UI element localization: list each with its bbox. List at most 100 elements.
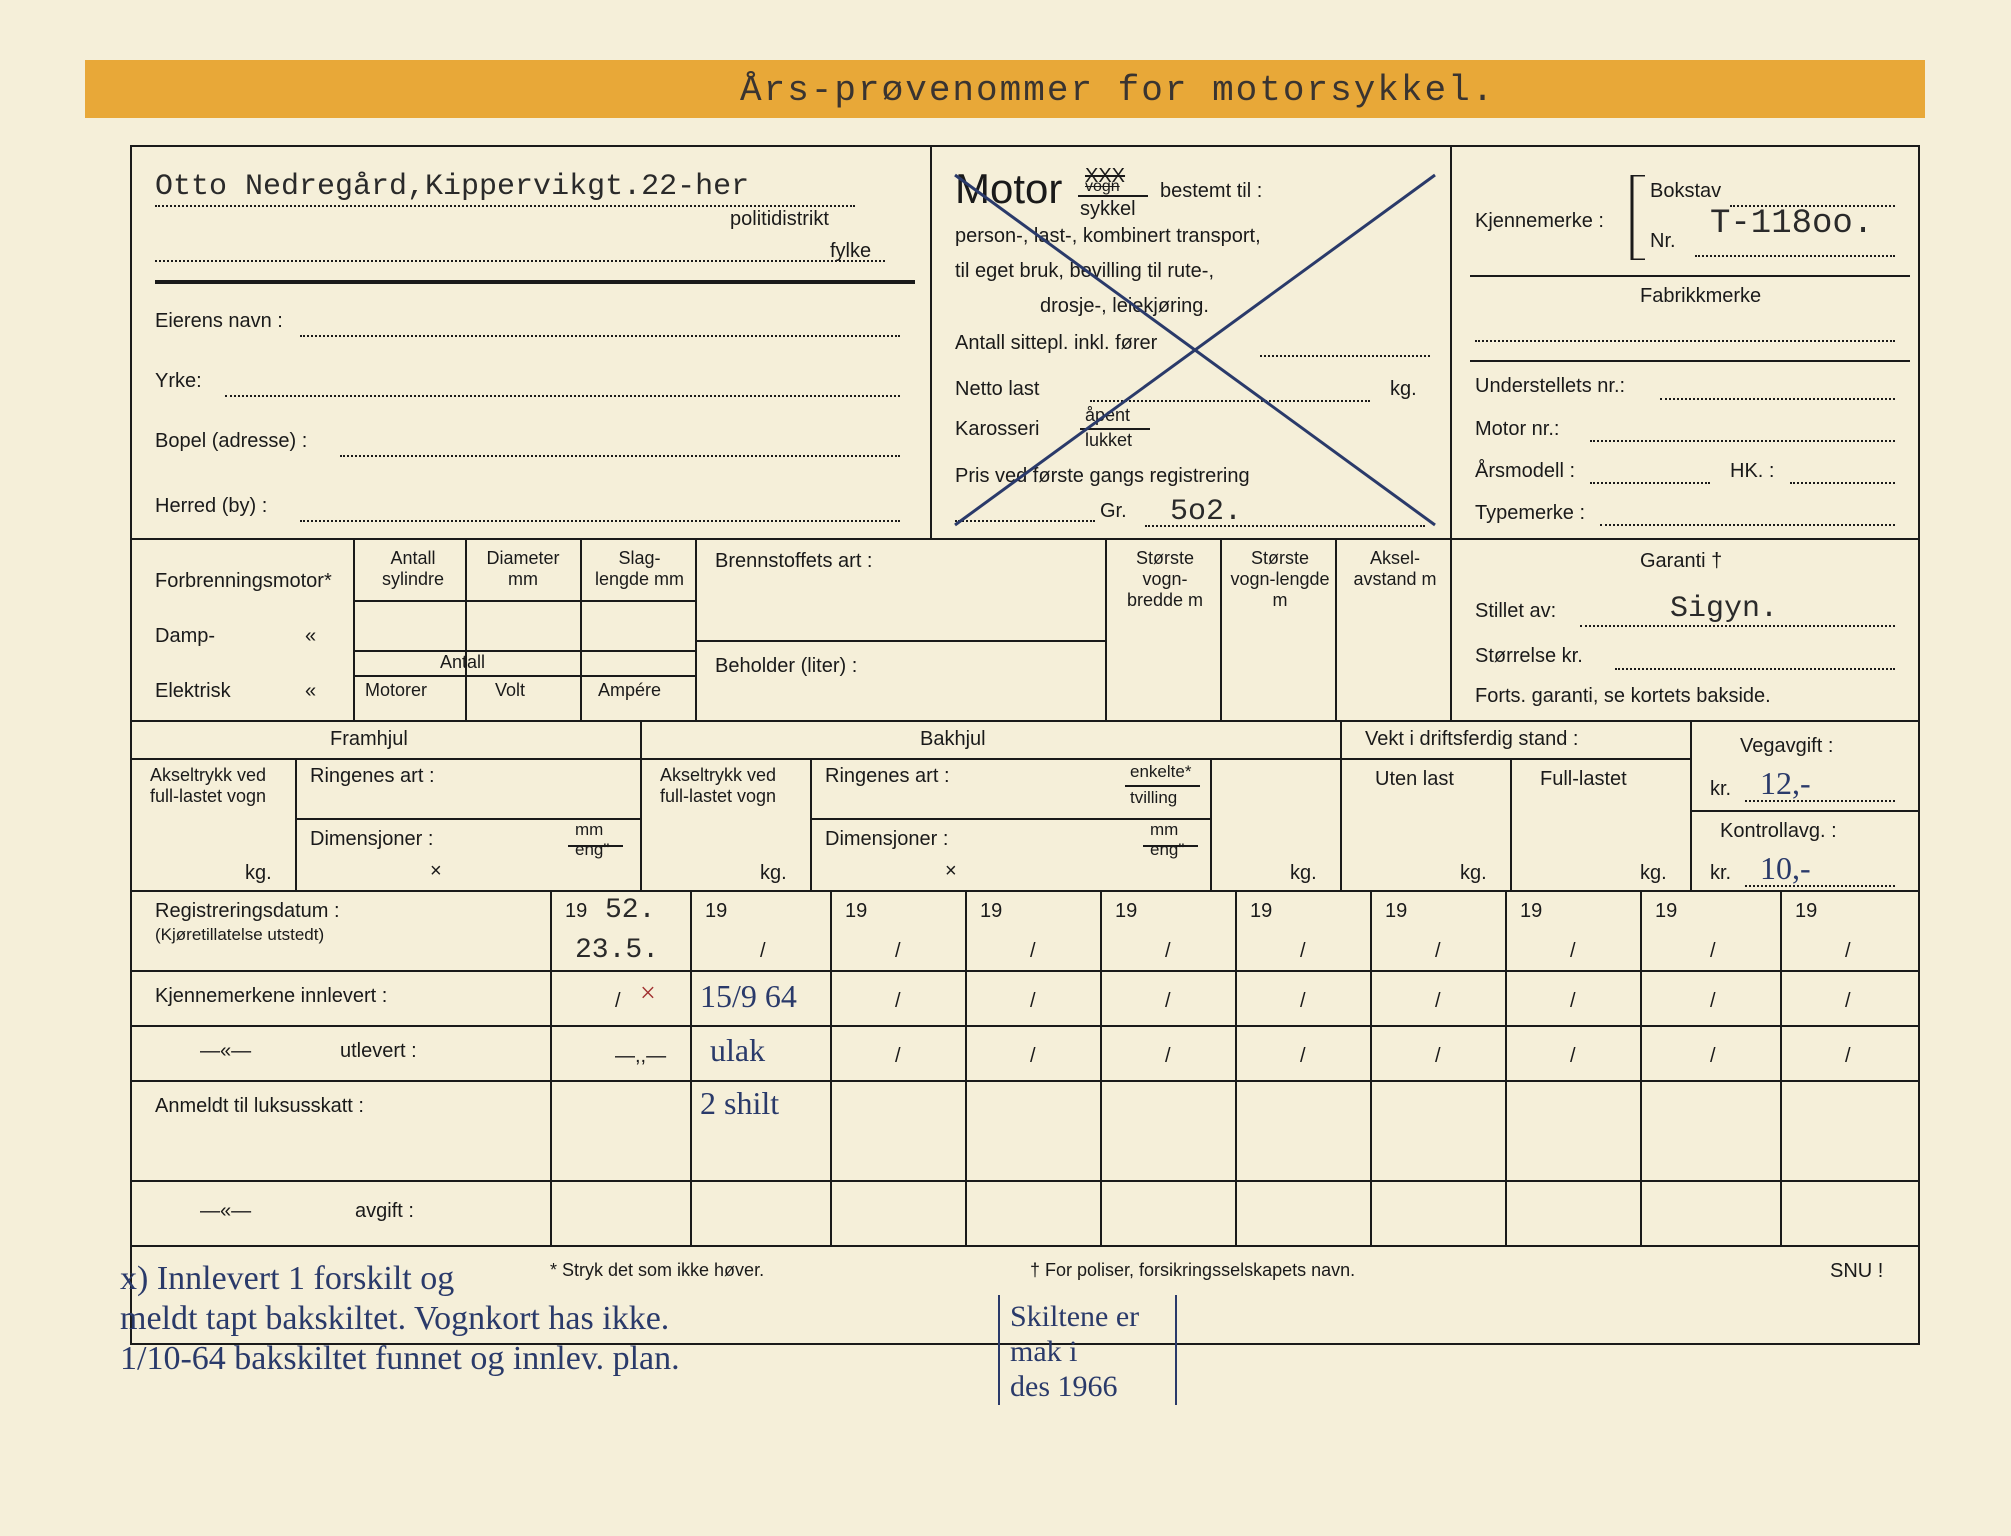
page: Års-prøvenommer for motorsykkel. Otto Ne… [0,0,2011,1536]
s-5: / [1300,940,1306,963]
tvilling-label: tvilling [1130,788,1177,808]
y-6: 19 [1385,900,1407,923]
ringenes-2-label: Ringenes art : [825,765,950,788]
motor-frac-line [1078,195,1148,197]
akseltrykk-2-label: Akseltrykk ved full-lastet vogn [660,765,795,807]
brennstoff-label: Brennstoffets art : [715,550,873,573]
y-3: 19 [980,900,1002,923]
mm-eng-1: mmeng" [575,820,609,860]
hand-footer-3: 1/10-64 bakskiltet funnet og innlev. pla… [120,1340,680,1378]
hand-right-3: des 1966 [1010,1370,1118,1404]
nr-label: Nr. [1650,230,1676,253]
stryk-label: * Stryk det som ikke høver. [550,1260,764,1281]
dotted-under [1660,398,1895,400]
dimensjoner-2-label: Dimensjoner : [825,828,948,851]
hand-right-1: Skiltene er [1010,1300,1139,1334]
reg-h1 [130,970,1920,972]
kj-line-1 [1470,275,1910,277]
hand-vline-l [998,1295,1000,1405]
kontrollavg-val: 10,- [1760,850,1811,887]
netto-last: Netto last [955,378,1039,401]
eierens-navn-label: Eierens navn : [155,310,283,333]
avgift-label: avgift : [355,1200,414,1223]
storste-lengde-label: Største vogn-lengde m [1230,548,1330,611]
reg-h4 [130,1180,1920,1182]
s3-6: / [1435,1045,1441,1068]
dotted-sittepl [1260,355,1430,357]
bakhjul-label: Bakhjul [920,728,986,751]
reg-v6 [1370,890,1372,1245]
dotted-veg [1745,800,1895,802]
wh-v2 [640,720,642,890]
framhjul-label: Framhjul [330,728,408,751]
s3-3: / [1030,1045,1036,1068]
reg-v3 [965,890,967,1245]
s2-0: / [615,990,621,1013]
owner-thick-line [155,280,915,284]
kg-full: kg. [1640,862,1667,885]
forts-label: Forts. garanti, se kortets bakside. [1475,685,1771,708]
s2-3: / [1030,990,1036,1013]
aksel-avstand-label: Aksel-avstand m [1345,548,1445,590]
bestemt-til: bestemt til : [1160,180,1262,203]
y-5: 19 [1250,900,1272,923]
s3-0: —,,— [615,1045,666,1068]
y-8: 19 [1655,900,1677,923]
kjennemerke-value: T-118oo. [1710,205,1873,243]
s-1: / [760,940,766,963]
hand-text2: 2 shilt [700,1085,779,1122]
ringenes-1-label: Ringenes art : [310,765,435,788]
avgift-dash: —«— [200,1200,251,1223]
kg-bak: kg. [760,862,787,885]
eng-v7 [1335,538,1337,720]
eng-v8 [1450,538,1452,720]
motorer-label: Motorer [365,680,427,701]
s3-9: / [1845,1045,1851,1068]
dotted-bopel [340,455,900,457]
wh-v3 [810,758,812,890]
kg-uten: kg. [1460,862,1487,885]
typemerke-label: Typemerke : [1475,502,1585,525]
kr-1: kr. [1710,778,1731,801]
hk-label: HK. : [1730,460,1774,483]
dotted-gr [1145,525,1425,527]
eng-h1 [353,600,695,602]
motor-title: Motor [955,165,1062,213]
dotted-yrke [225,395,900,397]
arsmodell-label: Årsmodell : [1475,460,1575,483]
pris-label: Pris ved første gangs registrering [955,465,1250,488]
s3-8: / [1710,1045,1716,1068]
eng-v5 [1105,538,1107,720]
akseltrykk-1-label: Akseltrykk ved full-lastet vogn [150,765,285,807]
reg-h3 [130,1080,1920,1082]
reg-v5 [1235,890,1237,1245]
understellets-label: Understellets nr.: [1475,375,1625,398]
beholder-label: Beholder (liter) : [715,655,857,678]
y-52: 52. [605,895,655,926]
v-div-1 [930,145,932,538]
fabrikkmerke-label: Fabrikkmerke [1640,285,1761,308]
frac-mm-1 [568,845,623,847]
y-4: 19 [1115,900,1137,923]
kg-fram: kg. [245,862,272,885]
motor-l1: person-, last-, kombinert transport, [955,225,1261,248]
s3-2: / [895,1045,901,1068]
storrelse-label: Størrelse kr. [1475,645,1583,668]
dotted-type [1600,524,1895,526]
dotted-owner-1 [155,205,855,207]
s-8: / [1710,940,1716,963]
h-div-1 [130,538,1920,540]
anmeldt-label: Anmeldt til luksusskatt : [155,1095,364,1118]
reg-v4 [1100,890,1102,1245]
y-9: 19 [1795,900,1817,923]
reg-label: Registreringsdatum : [155,900,340,923]
uten-last-label: Uten last [1375,768,1454,791]
dimensjoner-1-label: Dimensjoner : [310,828,433,851]
eng-v1 [353,538,355,720]
dotted-owner-2 [155,260,885,262]
s2-8: / [1710,990,1716,1013]
kr-2: kr. [1710,862,1731,885]
h-div-2 [130,720,1920,722]
bopel-label: Bopel (adresse) : [155,430,307,453]
damp-quote: « [305,625,316,648]
